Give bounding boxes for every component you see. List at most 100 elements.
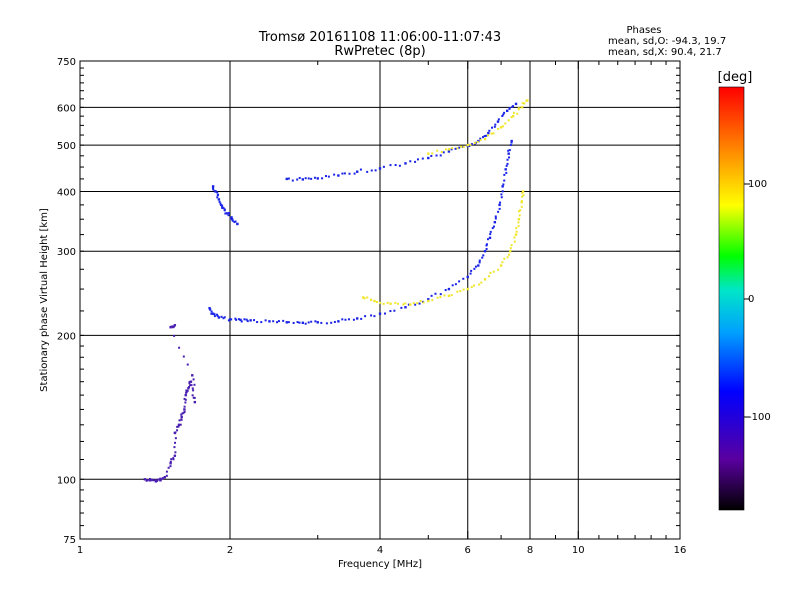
echo-point <box>150 478 153 481</box>
echo-point <box>160 478 163 481</box>
echo-point <box>165 470 168 473</box>
echo-point <box>378 167 382 170</box>
echo-point <box>450 148 453 151</box>
echo-point <box>466 275 469 279</box>
echo-point <box>214 190 217 193</box>
echo-point <box>268 320 271 323</box>
echo-point <box>324 175 327 178</box>
echo-point <box>212 187 215 190</box>
echo-point <box>183 410 186 413</box>
axis-ticks <box>79 60 681 539</box>
colorbar-tick-100: 100 <box>748 179 767 190</box>
echo-point <box>209 308 212 311</box>
echo-point <box>366 170 369 173</box>
echo-point <box>442 151 445 154</box>
echo-point <box>503 257 506 260</box>
colorbar-label: [deg] <box>718 70 753 85</box>
echo-point <box>163 476 167 479</box>
echo-point <box>523 102 526 105</box>
echo-point <box>436 149 439 152</box>
echo-point <box>188 381 191 384</box>
echo-point <box>389 310 392 313</box>
echo-point <box>506 162 509 165</box>
x-axis-label: Frequency [MHz] <box>338 559 422 570</box>
echo-point <box>512 111 515 114</box>
echo-point <box>421 157 424 160</box>
echo-point <box>498 207 501 210</box>
echo-point <box>422 301 425 304</box>
echo-point <box>521 195 524 198</box>
echo-point <box>489 271 492 274</box>
echo-point <box>230 218 234 221</box>
echo-point <box>494 215 497 218</box>
echo-point <box>189 384 192 387</box>
echo-point <box>499 126 503 129</box>
echo-point <box>456 147 459 150</box>
echo-point <box>504 122 507 125</box>
echo-point <box>237 318 240 321</box>
echo-point <box>333 173 336 176</box>
echo-point <box>447 150 451 153</box>
echo-point <box>157 478 160 481</box>
echo-point <box>343 172 346 175</box>
echo-point <box>217 316 221 319</box>
echo-point <box>220 315 223 318</box>
echo-point <box>508 253 511 256</box>
echo-point <box>393 309 396 312</box>
echo-point <box>211 312 215 315</box>
echo-point <box>513 236 516 239</box>
echo-point <box>182 355 185 358</box>
echo-point <box>430 294 433 297</box>
echo-point <box>178 346 181 349</box>
echo-point <box>154 480 158 483</box>
echo-point <box>174 451 177 454</box>
echo-point <box>436 296 439 299</box>
echo-point <box>517 107 520 110</box>
echo-point <box>184 398 187 401</box>
echo-point <box>501 190 504 193</box>
echo-point <box>307 177 310 180</box>
echo-point <box>526 99 529 102</box>
echo-point <box>454 283 457 286</box>
echo-point <box>314 320 317 323</box>
echo-point <box>488 275 491 278</box>
echo-point <box>352 318 355 321</box>
echo-point <box>508 156 511 159</box>
echo-point <box>404 302 407 305</box>
echo-point <box>366 296 369 299</box>
echo-point <box>355 317 359 320</box>
x-tick-label: 1 <box>77 545 83 556</box>
echo-point <box>177 423 181 427</box>
y-tick-label: 400 <box>57 187 76 198</box>
echo-point <box>486 238 489 241</box>
echo-point <box>170 458 173 461</box>
echo-point <box>483 137 487 141</box>
echo-point <box>507 152 510 155</box>
echo-point <box>517 221 520 224</box>
echo-point <box>192 396 195 399</box>
echo-point <box>210 312 213 315</box>
echo-point <box>479 139 482 142</box>
plot-grid <box>80 61 680 539</box>
echo-point <box>180 413 183 416</box>
echo-point <box>478 259 481 262</box>
y-tick-label: 600 <box>57 103 76 114</box>
echo-point <box>193 396 196 399</box>
echo-point <box>499 201 502 204</box>
echo-point <box>431 152 434 155</box>
echo-point <box>169 462 172 465</box>
echo-point <box>462 145 465 148</box>
echo-point <box>233 221 236 224</box>
echo-point <box>234 317 237 320</box>
echo-point <box>153 479 156 482</box>
echo-point <box>148 479 151 482</box>
echo-point <box>316 321 319 324</box>
echo-point <box>485 247 488 250</box>
echo-point <box>451 284 454 287</box>
echo-point <box>514 102 518 106</box>
echo-point <box>389 164 392 167</box>
echo-point <box>320 321 323 324</box>
echo-point <box>260 321 263 324</box>
echo-point <box>510 141 513 144</box>
echo-point <box>434 292 437 295</box>
